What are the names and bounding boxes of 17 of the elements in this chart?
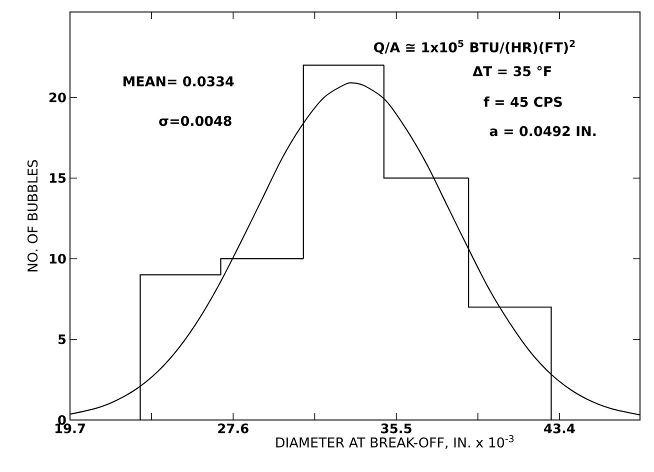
- annotation: Q/A ≅ 1x10$^{5}$ BTU/(HR)(FT)$^{2}$: [374, 40, 575, 54]
- y-tick-label: 20: [49, 92, 66, 102]
- y-axis-title: NO. OF BUBBLES: [27, 160, 38, 272]
- annotation: a = 0.0492 IN.: [490, 126, 596, 136]
- x-tick-label: 19.7: [55, 424, 85, 434]
- x-tick-label: 43.4: [544, 424, 575, 434]
- y-tick-label: 0: [58, 415, 66, 425]
- y-tick-label: 15: [50, 173, 66, 183]
- annotation: ΔT = 35 °F: [472, 66, 551, 76]
- annotation: MEAN= 0.0334: [123, 76, 234, 86]
- x-axis-title: DIAMETER AT BREAK-OFF, IN. x 10$^{-3}$: [276, 435, 514, 449]
- annotation: σ=0.0048: [159, 116, 232, 126]
- x-tick-label: 27.6: [218, 424, 248, 434]
- y-tick-label: 10: [50, 254, 66, 264]
- annotation: f = 45 CPS: [484, 96, 562, 107]
- x-tick-label: 35.5: [381, 424, 412, 434]
- y-tick-label: 5: [58, 334, 66, 344]
